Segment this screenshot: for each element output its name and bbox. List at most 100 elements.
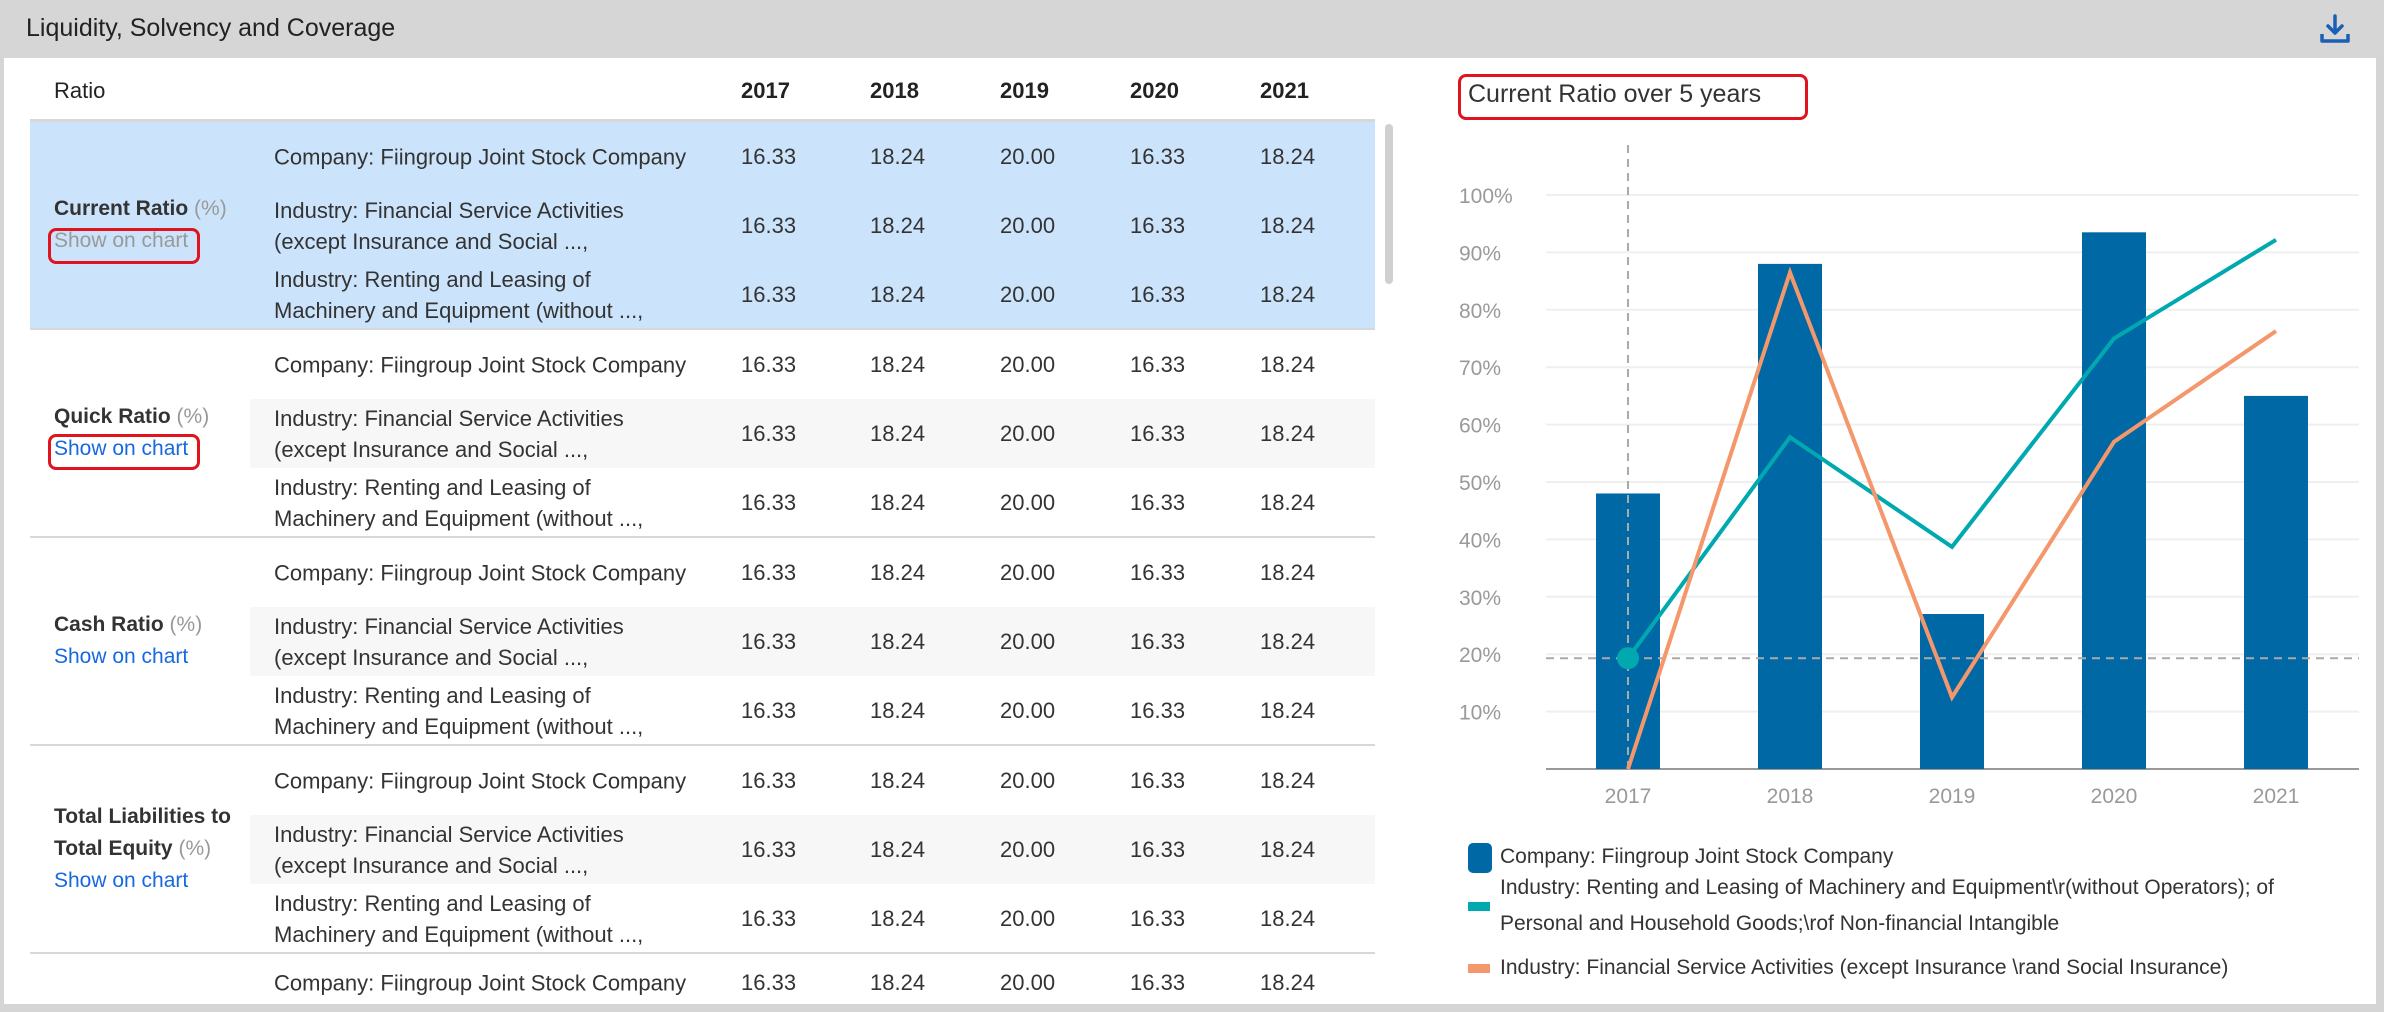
table-row: Industry: Renting and Leasing of Machiner… xyxy=(250,468,1375,537)
value-cell-2021: 18.24 xyxy=(1260,143,1316,169)
y-tick-label: 30% xyxy=(1459,587,1501,610)
description-line: Industry: Renting and Leasing of xyxy=(274,890,591,916)
value-cell-2020: 16.33 xyxy=(1130,489,1186,515)
show-on-chart-link[interactable]: Show on chart xyxy=(54,869,189,892)
hover-point-marker xyxy=(1617,647,1639,670)
value-cell-2018: 18.24 xyxy=(870,836,926,862)
ratio-label: Cash Ratio (%) Show on chart xyxy=(54,609,234,673)
ratio-label: Current Ratio (%) Show on chart xyxy=(54,193,234,257)
legend-item[interactable]: Industry: Financial Service Activities (… xyxy=(1500,956,2229,979)
column-header-2018: 2018 xyxy=(870,78,919,103)
value-cell-2018: 18.24 xyxy=(870,970,926,995)
description-line: Industry: Renting and Leasing of xyxy=(274,682,591,708)
value-cell-2019: 20.00 xyxy=(1000,420,1056,446)
value-cell-2018: 18.24 xyxy=(870,559,926,585)
table-scrollbar[interactable] xyxy=(1385,124,1393,284)
description-line: Industry: Financial Service Activities xyxy=(274,613,624,639)
ratio-name: Quick Ratio xyxy=(54,405,171,428)
value-cell-2021: 18.24 xyxy=(1260,212,1316,238)
description-line: (except Insurance and Social ..., xyxy=(274,228,589,254)
value-cell-2021: 18.24 xyxy=(1260,628,1316,654)
description-line: Machinery and Equipment (without ..., xyxy=(274,505,644,531)
ratio-name: Cash Ratio xyxy=(54,613,164,636)
value-cell-2017: 16.33 xyxy=(741,697,797,723)
show-on-chart-link[interactable]: Show on chart xyxy=(54,645,189,668)
x-tick-label: 2020 xyxy=(2091,785,2138,808)
bar-2020 xyxy=(2082,232,2146,769)
column-header-2020: 2020 xyxy=(1130,78,1179,103)
value-cell-2021: 18.24 xyxy=(1260,351,1316,377)
value-cell-2019: 20.00 xyxy=(1000,628,1056,654)
value-cell-2021: 18.24 xyxy=(1260,420,1316,446)
table-row: Company: Fiingroup Joint Stock Company 16… xyxy=(250,538,1375,607)
value-cell-2017: 16.33 xyxy=(741,559,797,585)
legend-swatch xyxy=(1468,902,1490,911)
value-cell-2020: 16.33 xyxy=(1130,628,1186,654)
value-cell-2019: 20.00 xyxy=(1000,970,1056,995)
header-divider xyxy=(30,119,1375,122)
row-description: Industry: Renting and Leasing of Machiner… xyxy=(274,680,714,742)
value-cell-2020: 16.33 xyxy=(1130,559,1186,585)
ratio-unit: (%) xyxy=(176,405,210,428)
value-cell-2018: 18.24 xyxy=(870,489,926,515)
description-line: Machinery and Equipment (without ..., xyxy=(274,713,644,739)
row-description: Company: Fiingroup Joint Stock Company xyxy=(274,557,714,588)
description-line: Company: Fiingroup Joint Stock Company xyxy=(274,352,687,377)
description-line: Company: Fiingroup Joint Stock Company xyxy=(274,970,687,996)
description-line: Industry: Renting and Leasing of xyxy=(274,266,591,292)
value-cell-2020: 16.33 xyxy=(1130,767,1186,793)
y-tick-label: 60% xyxy=(1459,415,1501,438)
table-row: Industry: Financial Service Activities (e… xyxy=(250,191,1375,260)
value-cell-2019: 20.00 xyxy=(1000,351,1056,377)
value-cell-2020: 16.33 xyxy=(1130,420,1186,446)
x-tick-label: 2018 xyxy=(1767,785,1814,808)
row-description: Company: Fiingroup Joint Stock Company xyxy=(274,968,714,999)
value-cell-2017: 16.33 xyxy=(741,767,797,793)
y-tick-label: 40% xyxy=(1459,529,1501,552)
table-row: Company: Fiingroup Joint Stock Company 16… xyxy=(250,330,1375,399)
show-on-chart-link[interactable]: Show on chart xyxy=(54,229,189,252)
ratio-unit: (%) xyxy=(169,613,203,636)
value-cell-2020: 16.33 xyxy=(1130,905,1186,931)
y-tick-label: 90% xyxy=(1459,242,1501,265)
row-description: Industry: Renting and Leasing of Machiner… xyxy=(274,264,714,326)
value-cell-2017: 16.33 xyxy=(741,212,797,238)
value-cell-2018: 18.24 xyxy=(870,905,926,931)
description-line: Company: Fiingroup Joint Stock Company xyxy=(274,560,687,585)
value-cell-2019: 20.00 xyxy=(1000,905,1056,931)
value-cell-2021: 18.24 xyxy=(1260,767,1316,793)
ratio-table: Ratio 2017 2018 2019 2020 2021 Current R… xyxy=(30,58,1375,1004)
value-cell-2017: 16.33 xyxy=(741,420,797,446)
row-description: Industry: Financial Service Activities (e… xyxy=(274,611,714,673)
value-cell-2018: 18.24 xyxy=(870,143,926,169)
download-icon[interactable] xyxy=(2318,12,2352,46)
value-cell-2020: 16.33 xyxy=(1130,351,1186,377)
value-cell-2018: 18.24 xyxy=(870,351,926,377)
row-description: Company: Fiingroup Joint Stock Company xyxy=(274,765,714,796)
legend-swatch xyxy=(1468,843,1492,873)
value-cell-2019: 20.00 xyxy=(1000,836,1056,862)
value-cell-2019: 20.00 xyxy=(1000,489,1056,515)
description-line: Company: Fiingroup Joint Stock Company xyxy=(274,144,687,169)
table-row: Industry: Renting and Leasing of Machiner… xyxy=(250,676,1375,745)
description-line: Industry: Financial Service Activities xyxy=(274,821,624,847)
ratio-group: Total Liabilities to Total Equity (%) Sho… xyxy=(30,746,1375,954)
description-line: Industry: Financial Service Activities xyxy=(274,197,624,223)
table-row: Company: Fiingroup Joint Stock Company 16… xyxy=(250,746,1375,815)
description-line: Machinery and Equipment (without ..., xyxy=(274,297,644,323)
description-line: Company: Fiingroup Joint Stock Company xyxy=(274,768,687,793)
value-cell-2017: 16.33 xyxy=(741,836,797,862)
x-tick-label: 2021 xyxy=(2253,785,2300,808)
y-tick-label: 80% xyxy=(1459,300,1501,323)
description-line: Industry: Renting and Leasing of xyxy=(274,474,591,500)
y-tick-label: 50% xyxy=(1459,472,1501,495)
bar-2017 xyxy=(1596,493,1660,769)
section-header: Liquidity, Solvency and Coverage xyxy=(0,0,2384,58)
value-cell-2021: 18.24 xyxy=(1260,836,1316,862)
legend-item[interactable]: Industry: Renting and Leasing of Machine… xyxy=(1500,876,2274,935)
line-series-1 xyxy=(1626,238,2278,660)
show-on-chart-link[interactable]: Show on chart xyxy=(54,437,189,460)
legend-item[interactable]: Company: Fiingroup Joint Stock Company xyxy=(1500,845,1894,868)
value-cell-2021: 18.24 xyxy=(1260,905,1316,931)
